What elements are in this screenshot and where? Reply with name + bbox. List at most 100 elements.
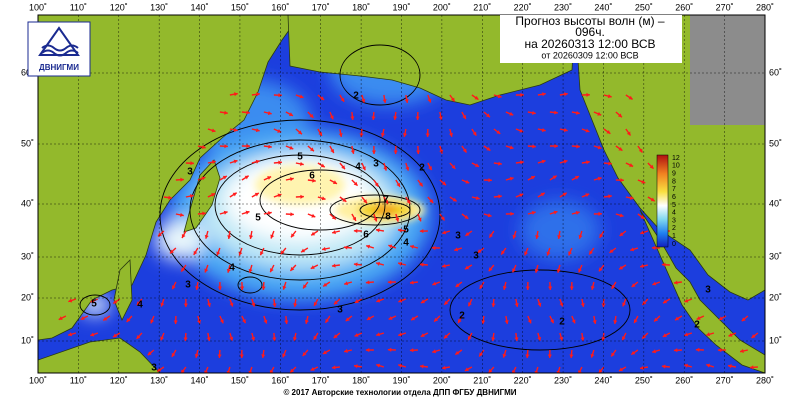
- arrow-head: [535, 235, 540, 239]
- arrow-head: [654, 317, 659, 322]
- arrow-head: [80, 316, 85, 320]
- arrow-head: [568, 251, 572, 256]
- valid-time: на 20260313 12:00 ВСВ: [525, 37, 656, 51]
- arrow-head: [197, 319, 202, 324]
- arrow-head: [465, 232, 470, 236]
- arrow-head: [288, 112, 293, 116]
- arrow-head: [622, 336, 626, 341]
- arrow-head: [673, 348, 678, 353]
- arrow-head: [684, 298, 689, 303]
- arrow-head: [181, 267, 185, 272]
- arrow-head: [429, 199, 434, 203]
- arrow-head: [365, 280, 370, 285]
- arrow-head: [222, 175, 227, 180]
- arrow-head: [578, 370, 582, 373]
- title-cont: 096ч.: [575, 25, 605, 39]
- arrow-head: [217, 354, 222, 358]
- arrow-head: [396, 182, 400, 187]
- arrow-head: [527, 319, 532, 324]
- arrow-head: [318, 131, 322, 136]
- arrow-head: [350, 116, 355, 120]
- arrow-head: [289, 145, 294, 150]
- arrow-head: [519, 128, 524, 133]
- arrow-head: [331, 365, 336, 370]
- contour-label: 5: [403, 225, 409, 236]
- arrow-head: [455, 350, 460, 355]
- arrow-head: [189, 194, 194, 199]
- arrow-head: [619, 232, 624, 236]
- arrow-head: [553, 210, 558, 215]
- arrow-head: [373, 217, 378, 222]
- arrow-head: [444, 334, 448, 339]
- arrow-head: [548, 286, 553, 290]
- arrow-shaft: [227, 366, 231, 373]
- arrow-head: [465, 179, 470, 184]
- arrow-head: [431, 245, 436, 250]
- arrow-head: [562, 192, 567, 197]
- arrow-head: [229, 336, 234, 341]
- arrow-head: [366, 244, 371, 249]
- arrow-head: [246, 110, 250, 115]
- arrow-head: [585, 128, 590, 133]
- arrow-head: [353, 228, 358, 233]
- arrow-head: [332, 180, 337, 184]
- arrow-head: [217, 286, 223, 290]
- arrow-head: [419, 262, 424, 267]
- arrow-head: [575, 210, 580, 215]
- arrow-head: [329, 115, 334, 120]
- arrow-head: [363, 199, 367, 204]
- arrow-head: [406, 199, 411, 204]
- lat-label-right: 40˚: [769, 198, 782, 208]
- arrow-head: [444, 300, 449, 305]
- arrow-head: [514, 337, 519, 341]
- arrow-shaft: [557, 366, 561, 373]
- arrow-head: [267, 176, 272, 180]
- arrow-head: [419, 229, 424, 234]
- arrow-head: [597, 145, 602, 150]
- contour-label: 4: [137, 300, 143, 311]
- contour-label: 3: [455, 231, 461, 242]
- arrow-head: [427, 98, 432, 103]
- arrow-head: [320, 163, 325, 168]
- lon-label-top: 280˚: [756, 2, 774, 12]
- colorbar-label: 1: [672, 233, 676, 240]
- arrow-head: [254, 192, 259, 197]
- arrow-head: [233, 127, 238, 132]
- contour-label: 7: [383, 195, 389, 206]
- lon-label-top: 200˚: [433, 2, 451, 12]
- lon-label-bottom: 140˚: [191, 375, 209, 385]
- arrow-head: [245, 210, 250, 215]
- arrow-head: [248, 370, 253, 373]
- arrow-head: [502, 353, 507, 358]
- arrow-head: [580, 303, 585, 307]
- arrow-head: [333, 300, 338, 305]
- arrow-head: [487, 213, 492, 218]
- footer: © 2017 Авторские технологии отдела ДПП Ф…: [283, 388, 516, 397]
- arrow-head: [717, 347, 722, 353]
- arrow-head: [201, 176, 206, 181]
- arrow-head: [640, 365, 644, 370]
- arrow-head: [509, 111, 514, 116]
- arrow-head: [415, 116, 420, 120]
- arrow-head: [418, 182, 423, 187]
- arrow-head: [261, 354, 266, 358]
- arrow-head: [404, 99, 409, 103]
- arrow-head: [454, 247, 459, 252]
- arrow-head: [180, 177, 184, 182]
- arrow-head: [204, 370, 208, 373]
- lon-label-top: 100˚: [29, 2, 47, 12]
- arrow-head: [193, 250, 198, 255]
- contour-label: 2: [459, 311, 465, 322]
- arrow-head: [311, 231, 316, 236]
- arrow-head: [569, 286, 574, 290]
- arrow-head: [598, 211, 602, 216]
- arrow-head: [342, 198, 347, 202]
- arrow-head: [181, 234, 186, 239]
- colorbar-label: 6: [672, 194, 676, 201]
- arrow-head: [740, 348, 744, 353]
- arrow-head: [263, 319, 268, 324]
- arrow-head: [331, 263, 336, 268]
- arrow-head: [440, 216, 445, 221]
- arrow-head: [204, 268, 209, 273]
- arrow-head: [333, 334, 338, 339]
